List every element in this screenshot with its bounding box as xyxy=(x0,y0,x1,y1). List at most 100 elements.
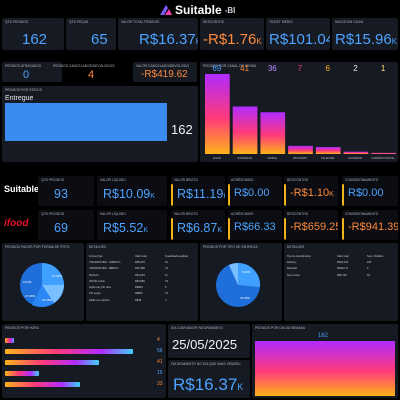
kpi-value: R$11.19K xyxy=(177,187,225,201)
payment-card-title: Pedidos pagos por forma de pgto xyxy=(5,245,70,249)
kpi-value: -R$419.62 xyxy=(141,69,188,80)
channel-bar-value: 36 xyxy=(268,64,277,73)
kpi-label: QTD PEDIDOS xyxy=(41,212,65,216)
weekday-card-title: Pedidos por dia da semana xyxy=(255,326,306,330)
hour-bar[interactable] xyxy=(5,382,81,387)
channel-kpi-card: ACRÉSCIMOS R$66.33 xyxy=(228,210,282,240)
table-row[interactable]: VISA/MASTER - DÉBITO R$1,688 13 xyxy=(89,266,195,272)
table-cell: R$4,586 xyxy=(135,279,145,283)
table-cell: R$422.17 xyxy=(337,267,349,271)
pie-slice-label: 22.38% xyxy=(42,298,53,302)
channel-bar[interactable] xyxy=(232,106,258,154)
channel-kpi-card: QTD PEDIDOS 93 xyxy=(38,176,94,206)
channel-kpi-card: DESCONTOS -R$659.25 xyxy=(284,210,338,240)
kpi-label: DESCONTOS xyxy=(287,178,309,182)
hour-bar[interactable] xyxy=(5,349,133,354)
table-cell: Delivery xyxy=(287,260,297,264)
accent-bar xyxy=(284,218,286,240)
table-row[interactable]: Retirada R$422.17 6 xyxy=(287,266,395,272)
channel-category-label: IFOOD xyxy=(213,157,221,160)
channel-kpi-card: VALOR BRUTO R$11.19K xyxy=(171,176,225,206)
status-bar[interactable] xyxy=(5,103,167,141)
pie-slice-label: 43.58% xyxy=(240,296,251,300)
table-cell: R$800 xyxy=(135,286,143,290)
channel-logo: ifood xyxy=(4,218,29,229)
channel-bar-value: 2 xyxy=(353,64,358,73)
table-row[interactable]: Sem cortar R$5,730 53 xyxy=(287,272,395,278)
table-row[interactable]: Delivery R$10,216 103 xyxy=(287,259,395,265)
channel-kpi-card: QTD PEDIDOS 69 xyxy=(38,210,94,240)
kpi-label: DESCONTOS xyxy=(287,212,309,216)
hour-bar[interactable] xyxy=(5,338,15,343)
table-header-cell: Valor total xyxy=(337,254,349,258)
delivery-pie: 6.36% 43.58% xyxy=(216,262,261,307)
delivery-card: Pedidos por tipo de entrega 6.36% 43.58% xyxy=(200,243,282,321)
channel-bar[interactable] xyxy=(205,74,230,154)
kpi-label: Pedidos Cancelados/devolvidos xyxy=(53,64,115,68)
kpi-card-descontos: DESCONTOS -R$1.76K xyxy=(200,18,264,50)
kpi-label: TICKET MÉDIO xyxy=(269,20,293,24)
status-bar-label: Entregue xyxy=(5,95,34,102)
kpi-value: R$0.00 xyxy=(234,187,270,199)
table-row[interactable]: Saldo em carteira R$48 2 xyxy=(89,297,195,303)
kpi-value: -R$1.76K xyxy=(203,31,262,48)
channel-kpi-card: VALOR LÍQUIDO R$5.52K xyxy=(97,210,167,240)
kpi-value: -R$1.10K xyxy=(290,187,334,199)
table-cell: 103 xyxy=(367,260,372,264)
table-cell: 53 xyxy=(367,273,370,277)
weekday-bar[interactable] xyxy=(255,341,395,396)
table-row[interactable]: Dinheiro R$1,063 11 xyxy=(89,272,195,278)
kpi-card-atrasados: Pedidos Atrasados 0 xyxy=(2,62,62,82)
kpi-label: VALOR LÍQUIDO xyxy=(100,178,126,182)
channel-kpi-card: COMISSIONAMENTO -R$941.39 xyxy=(342,210,398,240)
channel-kpi-card: COMISSIONAMENTO R$0.00 xyxy=(342,176,398,206)
channel-chart-card: Pedidos por canal de venda 69 IFOOD 41 INST… xyxy=(200,62,398,162)
table-cell: 2 xyxy=(165,298,167,302)
kpi-value: 65 xyxy=(91,31,108,48)
table-header-cell: Valor total xyxy=(135,254,147,258)
table-header: Forma Pgto Valor total Quantidade pedidos xyxy=(89,253,195,259)
accent-bar xyxy=(342,184,344,206)
channel-bar[interactable] xyxy=(343,151,369,154)
channel-bar[interactable] xyxy=(288,145,313,154)
details-card: Detalhes Forma Pgto Valor total Quantidade… xyxy=(86,243,198,321)
kpi-label: ACRÉSCIMOS xyxy=(231,178,254,182)
payment-pie: 37.04% 9.64% 27.89% 22.38% xyxy=(20,263,64,308)
table-cell: R$1,063 xyxy=(135,273,145,277)
table-cell: Sem cortar xyxy=(287,273,300,277)
kpi-label: VALOR BRUTO xyxy=(174,212,198,216)
table-row[interactable]: Apple pay (IF) dine R$800 6 xyxy=(89,284,195,290)
hour-bar[interactable] xyxy=(5,371,40,376)
kpi-label: VALOR TOTAL PEDIDOS xyxy=(121,20,160,24)
kpi-label: VALOR LÍQUIDO xyxy=(100,212,126,216)
table-cell: R$10,216 xyxy=(337,260,349,264)
table-cell: 13 xyxy=(165,267,168,271)
channel-chart-title: Pedidos por canal de venda xyxy=(203,64,257,68)
kpi-value: R$16.37K xyxy=(139,31,198,48)
table-cell: VISA/MASTER - DÉBITO xyxy=(89,267,119,271)
table-cell: PIX (Loja) xyxy=(89,292,101,296)
top-day-card: DIA COM MAIOR FATURAMENTO 25/05/2025 xyxy=(168,324,250,358)
table-header: Tipo de Atendimento Valor total Num. Pedid… xyxy=(287,253,395,259)
kpi-value: 4 xyxy=(88,69,95,81)
hour-card: Pedidos por hora 4 56 41 15 33 xyxy=(2,324,166,398)
status-bar-value: 162 xyxy=(171,122,193,137)
table-row[interactable]: IFOOD online R$4,586 43 xyxy=(89,278,195,284)
kpi-card-saldo: SALDO EM CAIXA R$15.96K xyxy=(332,18,398,50)
hour-bar[interactable] xyxy=(5,360,99,365)
kpi-card-valor-cancelado: Valor cancelado/devolvido -R$419.62 xyxy=(133,62,197,82)
kpi-value: 162 xyxy=(22,31,48,48)
channel-bar[interactable] xyxy=(260,112,286,154)
kpi-value: 93 xyxy=(54,187,68,201)
table-cell: R$5,976 xyxy=(135,260,145,264)
table-row[interactable]: PIX (Loja) R$862 15 xyxy=(89,291,195,297)
channel-bar[interactable] xyxy=(371,152,396,154)
kpi-label: ACRÉSCIMOS xyxy=(231,212,254,216)
table-cell: Retirada xyxy=(287,267,297,271)
kpi-label: SALDO EM CAIXA xyxy=(335,20,364,24)
table-row[interactable]: VISA/MASTER - CRÉDITO R$5,976 61 xyxy=(89,259,195,265)
brand-tag: -BI xyxy=(224,5,236,15)
channel-bar[interactable] xyxy=(315,147,341,154)
kpi-card-ticket: TICKET MÉDIO R$101.04 xyxy=(266,18,330,50)
brand-logo: Suitable -BI xyxy=(160,2,235,18)
